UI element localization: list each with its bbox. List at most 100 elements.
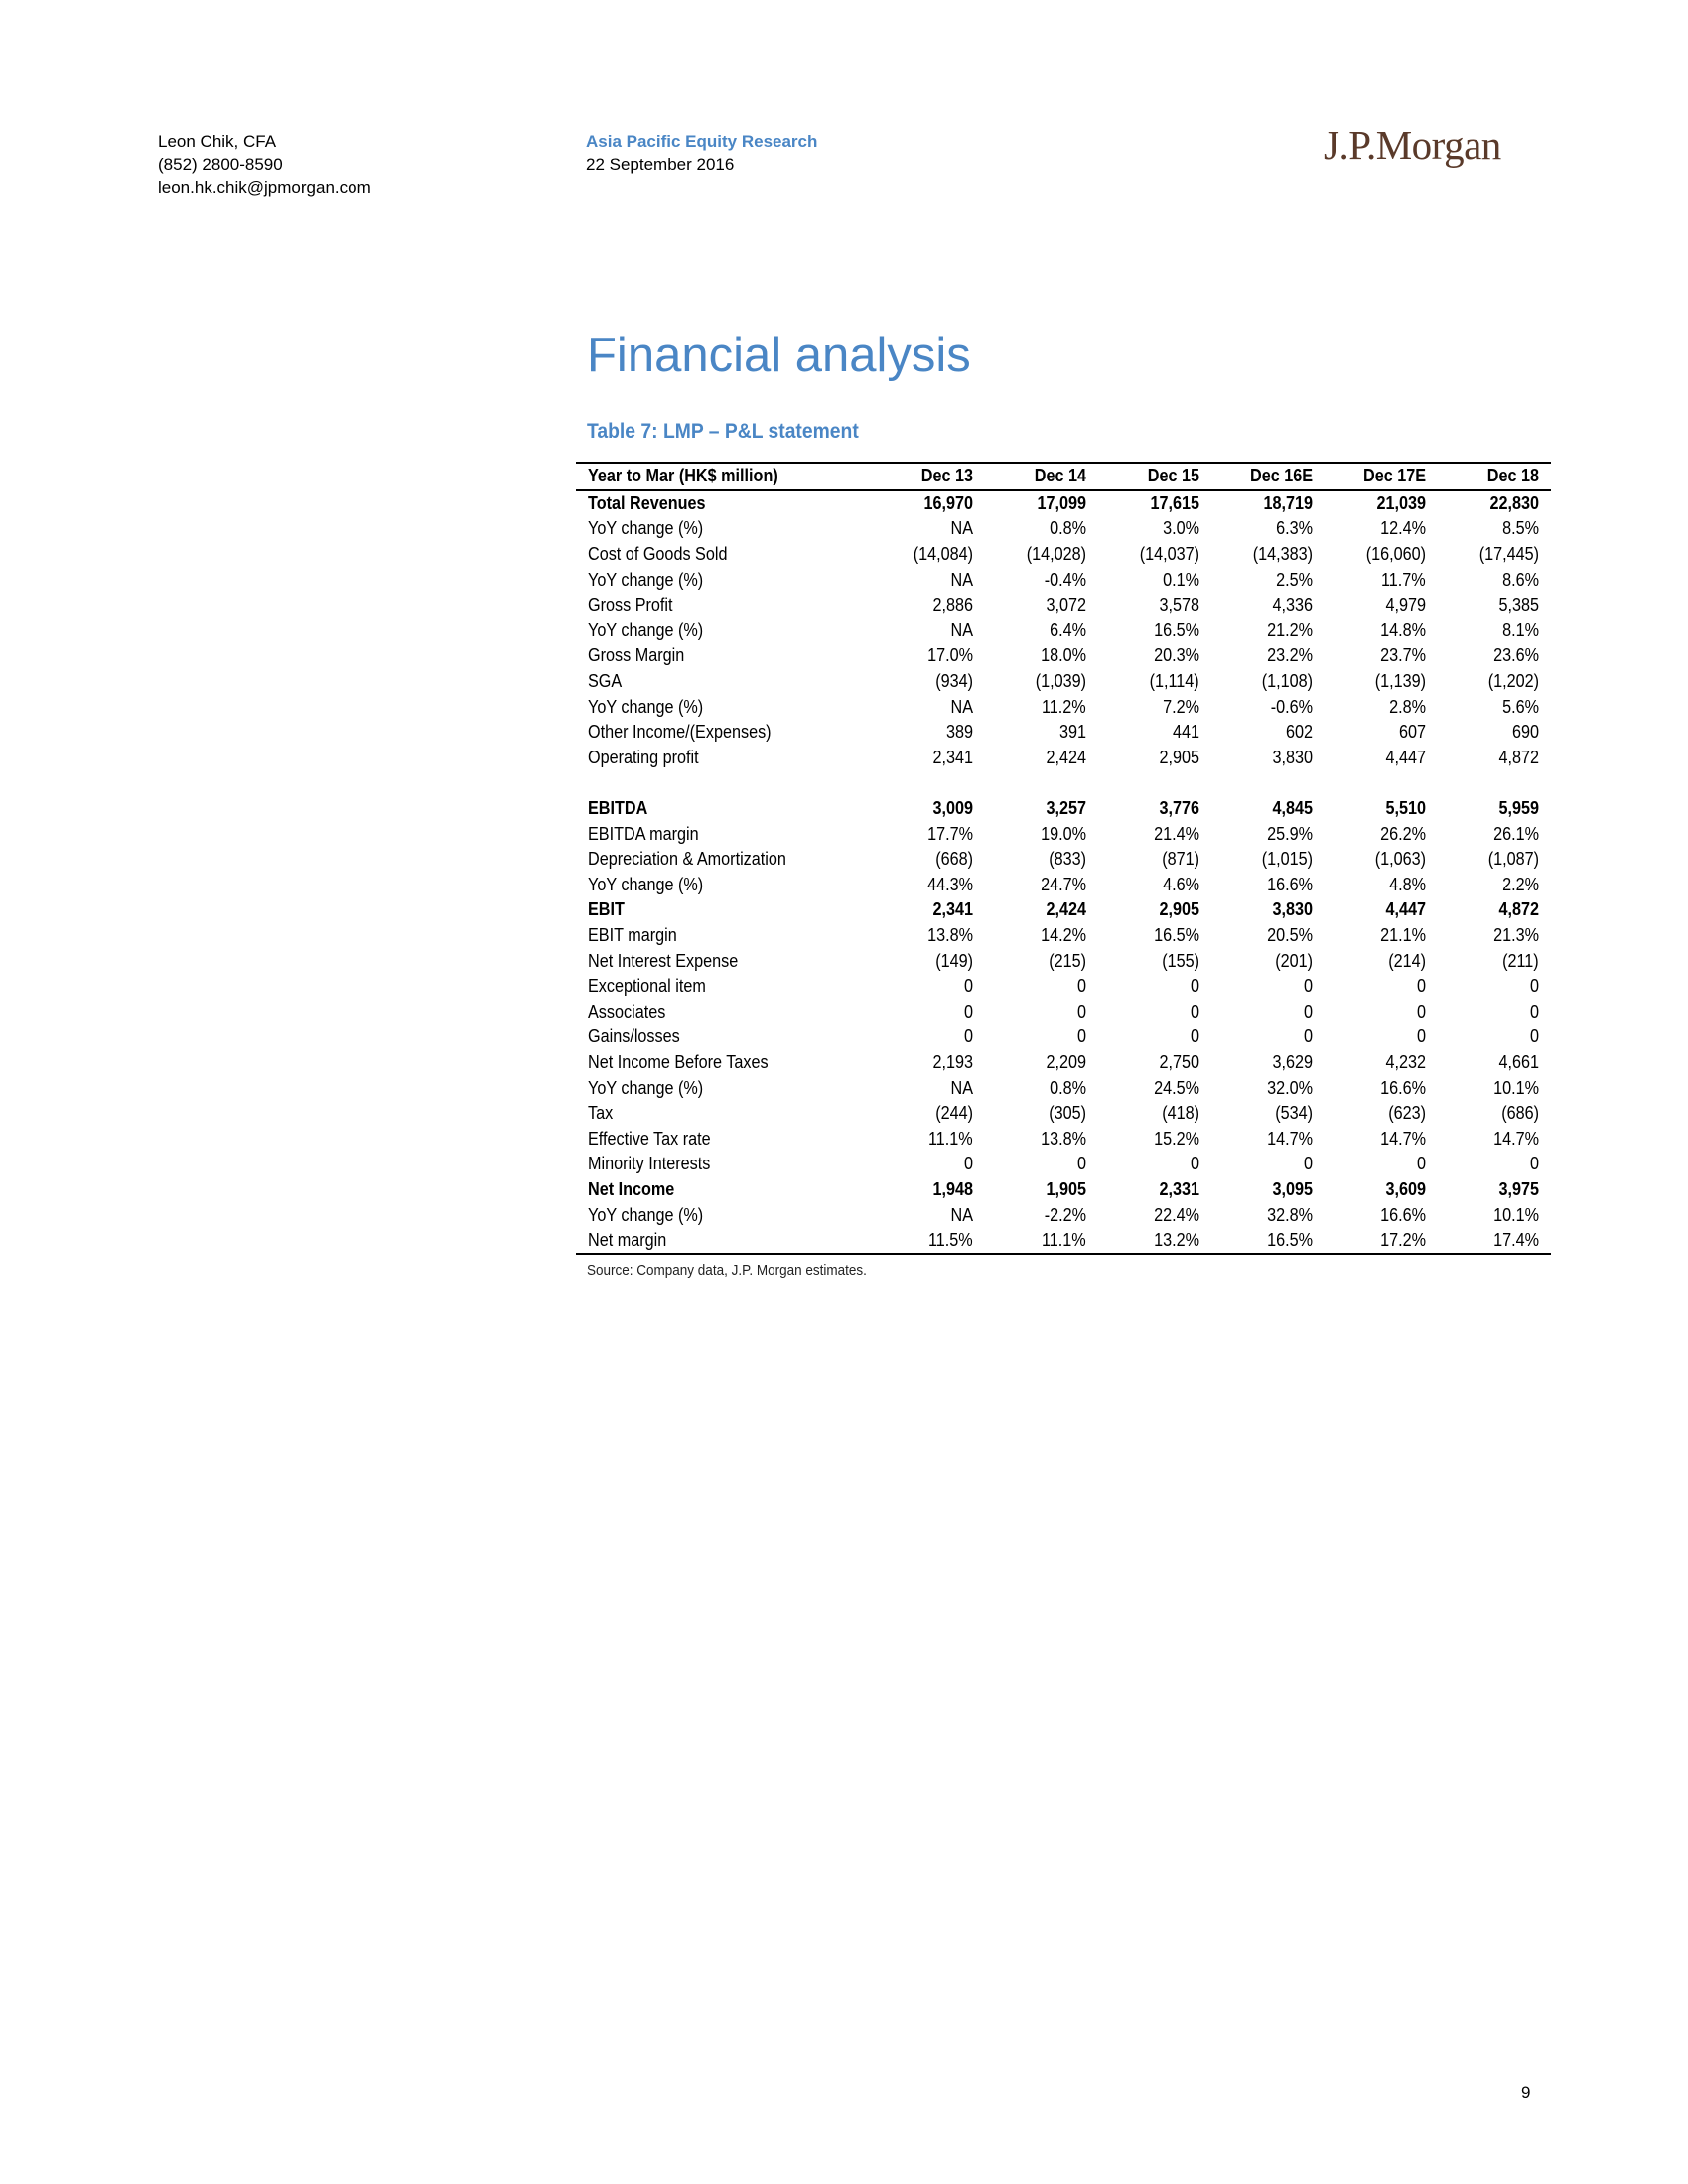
row-label: Net margin (588, 1230, 667, 1251)
value-cell: 10.1% (1438, 1075, 1551, 1101)
value-cell: 4,447 (1325, 746, 1438, 771)
cell-value: 607 (1398, 722, 1426, 743)
cell-value: 0 (963, 1001, 973, 1022)
value-cell (1325, 770, 1438, 796)
cell-value: 8.1% (1502, 619, 1539, 640)
header-cell-text: Dec 18 (1486, 466, 1539, 486)
cell-value: 26.2% (1380, 823, 1426, 844)
value-cell: 0 (872, 999, 985, 1024)
value-cell: 2,424 (985, 746, 1098, 771)
cell-value: (1,108) (1261, 671, 1313, 692)
value-cell: 6.4% (985, 618, 1098, 644)
cell-value: 0 (1076, 1154, 1086, 1174)
cell-value: 2,193 (932, 1051, 973, 1072)
value-cell: 4,872 (1438, 746, 1551, 771)
cell-value: 19.0% (1041, 823, 1086, 844)
cell-value: 32.0% (1267, 1077, 1313, 1098)
cell-value: (1,039) (1035, 671, 1086, 692)
spacer-row (576, 770, 1551, 796)
value-cell: 690 (1438, 720, 1551, 746)
cell-value: 4,447 (1385, 747, 1426, 767)
value-cell: 13.8% (872, 923, 985, 949)
cell-value: 17.0% (927, 645, 973, 666)
value-cell: 21.1% (1325, 923, 1438, 949)
header-cell-period: Dec 15 (1098, 462, 1211, 491)
cell-value: 26.1% (1493, 823, 1539, 844)
cell-value: NA (950, 1077, 973, 1098)
cell-value: 5,959 (1498, 798, 1539, 819)
row-label-cell (576, 770, 872, 796)
value-cell: -0.4% (985, 567, 1098, 593)
value-cell: 3,095 (1211, 1177, 1325, 1203)
cell-value: 14.7% (1380, 1128, 1426, 1149)
value-cell: 4,232 (1325, 1050, 1438, 1076)
cell-value: 22,830 (1489, 492, 1539, 513)
cell-value: 3,830 (1272, 899, 1313, 920)
value-cell (1438, 770, 1551, 796)
cell-value: (214) (1388, 950, 1426, 971)
value-cell: 0 (1098, 1152, 1211, 1177)
cell-value: 2,424 (1046, 899, 1086, 920)
cell-value: 2,209 (1046, 1051, 1086, 1072)
cell-value: 2.8% (1389, 696, 1426, 717)
row-label: YoY change (%) (588, 1077, 704, 1098)
value-cell: 23.7% (1325, 643, 1438, 669)
table-row: YoY change (%) NA 0.8% 3.0% 6.3% 12.4% 8.5% (576, 516, 1551, 542)
value-cell: 4,447 (1325, 897, 1438, 923)
cell-value: (1,015) (1261, 849, 1313, 870)
cell-value: (155) (1162, 950, 1199, 971)
cell-value: 4,872 (1498, 899, 1539, 920)
cell-value: 12.4% (1380, 518, 1426, 539)
cell-value: 0 (1303, 1154, 1313, 1174)
cell-value: 21.3% (1493, 924, 1539, 945)
row-label: Net Income Before Taxes (588, 1051, 769, 1072)
cell-value: 8.6% (1502, 569, 1539, 590)
cell-value: 0 (1190, 1154, 1199, 1174)
cell-value: (201) (1275, 950, 1313, 971)
value-cell: 0 (1325, 999, 1438, 1024)
table-row: Effective Tax rate 11.1% 13.8% 15.2% 14.7% 14… (576, 1126, 1551, 1152)
value-cell: 44.3% (872, 873, 985, 898)
cell-value: 3,609 (1385, 1178, 1426, 1199)
header-cell-period: Dec 16E (1211, 462, 1325, 491)
cell-value: (14,037) (1139, 544, 1199, 565)
value-cell: 11.7% (1325, 567, 1438, 593)
cell-value: 3,629 (1272, 1051, 1313, 1072)
cell-value: (14,084) (913, 544, 973, 565)
value-cell: 32.8% (1211, 1202, 1325, 1228)
row-label: Depreciation & Amortization (588, 849, 786, 870)
value-cell: NA (872, 1202, 985, 1228)
row-label-cell: YoY change (%) (576, 1075, 872, 1101)
row-label-cell: Net margin (576, 1227, 872, 1256)
header-cell-period: Dec 13 (872, 462, 985, 491)
row-label: Net Interest Expense (588, 950, 739, 971)
header-cell-text: Dec 16E (1249, 466, 1313, 486)
value-cell: 0 (1438, 1152, 1551, 1177)
cell-value: -0.6% (1270, 696, 1313, 717)
value-cell: 0.1% (1098, 567, 1211, 593)
cell-value: 2,341 (932, 899, 973, 920)
cell-value: 20.5% (1267, 924, 1313, 945)
row-label: EBIT margin (588, 924, 677, 945)
header-cell-label: Year to Mar (HK$ million) (576, 462, 872, 491)
value-cell: 0 (1438, 974, 1551, 1000)
table-title: Table 7: LMP – P&L statement (587, 420, 859, 443)
cell-value: 16.6% (1380, 1204, 1426, 1225)
author-email[interactable]: leon.hk.chik@jpmorgan.com (158, 178, 371, 197)
value-cell: 3.0% (1098, 516, 1211, 542)
cell-value: 0 (1529, 1154, 1539, 1174)
row-label-cell: Minority Interests (576, 1152, 872, 1177)
header-cell-text: Dec 17E (1362, 466, 1426, 486)
row-label: YoY change (%) (588, 1204, 704, 1225)
value-cell: 14.2% (985, 923, 1098, 949)
cell-value: NA (950, 1204, 973, 1225)
value-cell: -2.2% (985, 1202, 1098, 1228)
cell-value: 14.8% (1380, 619, 1426, 640)
value-cell: 602 (1211, 720, 1325, 746)
cell-value: (305) (1049, 1103, 1086, 1124)
value-cell: 0 (1325, 1024, 1438, 1050)
cell-value: 11.1% (1042, 1230, 1086, 1251)
row-label: SGA (588, 671, 623, 692)
row-label-cell: YoY change (%) (576, 873, 872, 898)
value-cell: 0 (872, 974, 985, 1000)
